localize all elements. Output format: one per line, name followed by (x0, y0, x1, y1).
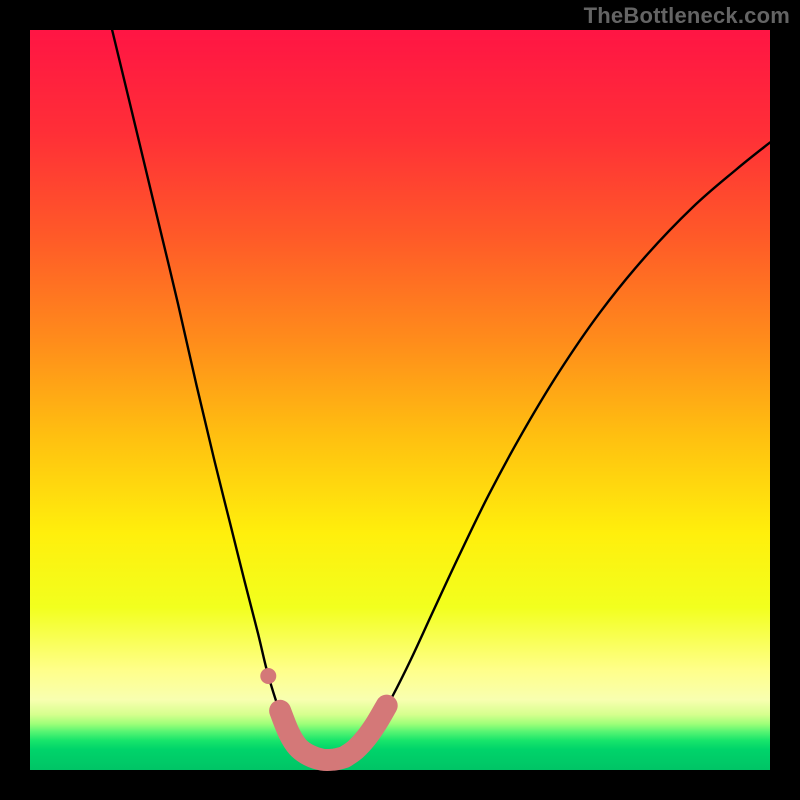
chart-stage: TheBottleneck.com (0, 0, 800, 800)
watermark-text: TheBottleneck.com (584, 3, 790, 29)
plot-background (30, 30, 770, 770)
bottleneck-chart-svg (0, 0, 800, 800)
marker-dot (260, 668, 276, 684)
